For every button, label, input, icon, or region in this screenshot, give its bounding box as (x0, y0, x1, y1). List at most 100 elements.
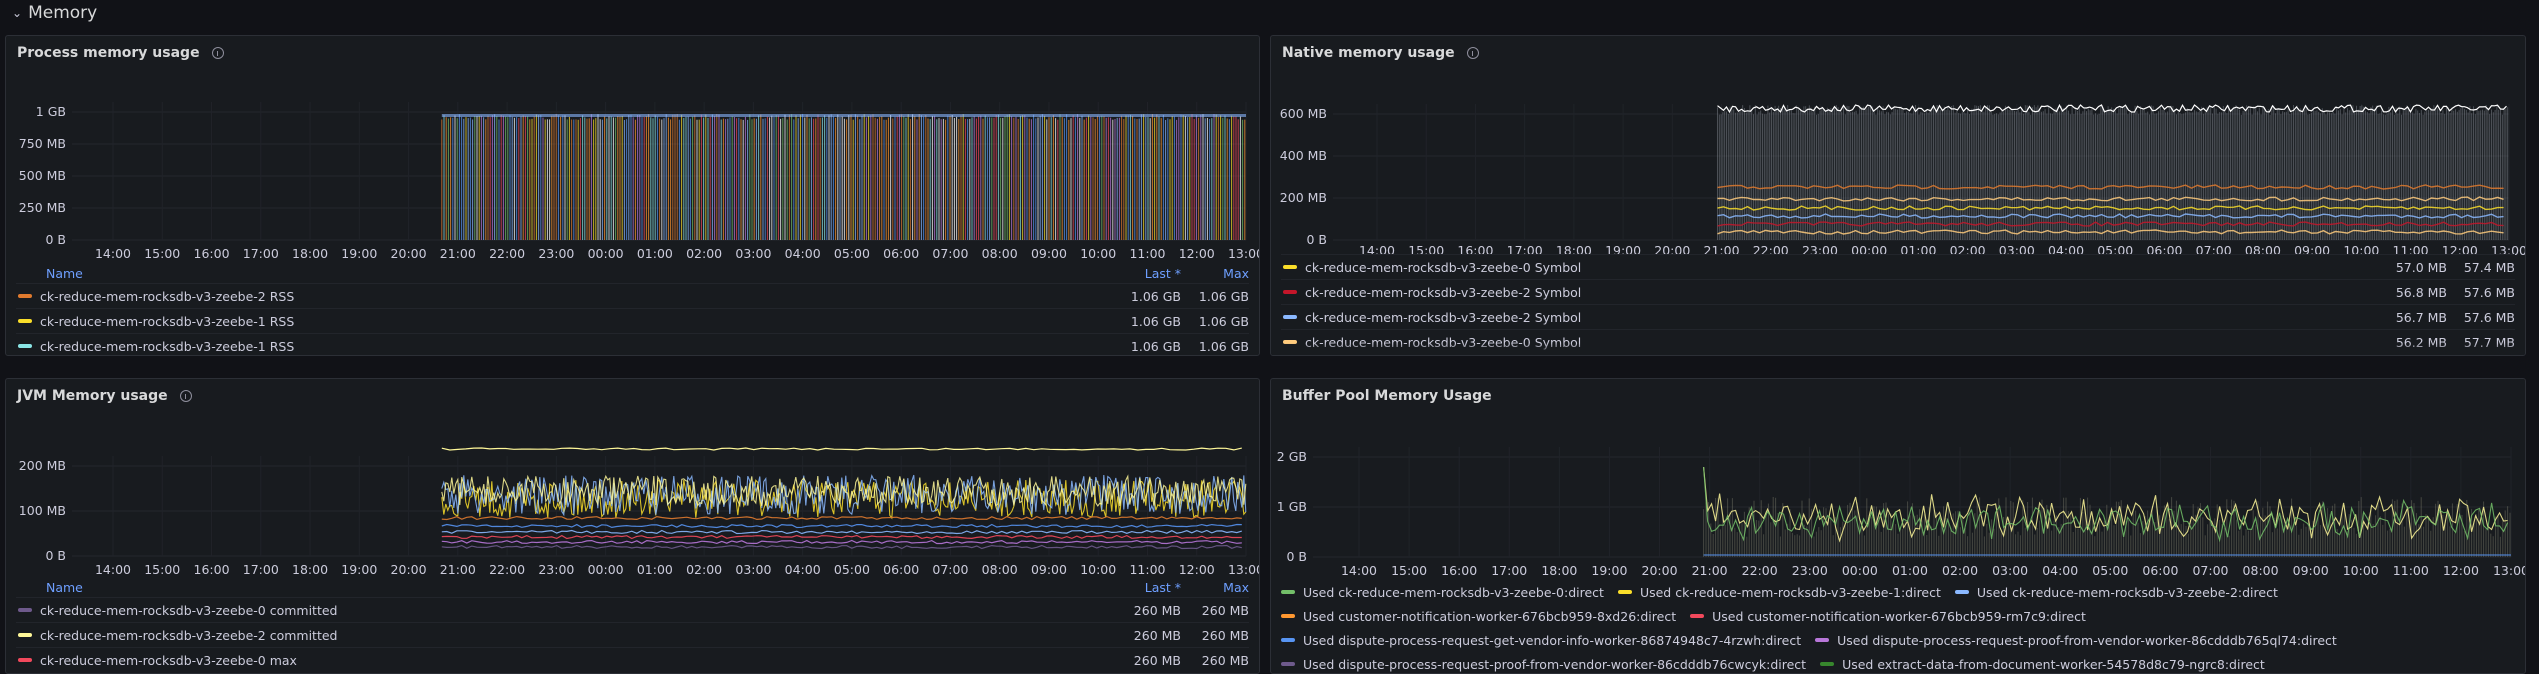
row-header-memory[interactable]: ⌄ Memory (0, 0, 2539, 26)
series-max: 57.6 MB (2463, 284, 2515, 300)
legend-col-name[interactable]: Name (46, 265, 83, 281)
y-tick-label: 200 MB (19, 458, 66, 473)
series-last: 56.7 MB (2395, 309, 2447, 325)
x-tick-label: 08:00 (982, 562, 1018, 577)
series-heap (441, 479, 1247, 520)
y-tick-label: 0 B (45, 232, 66, 247)
legend-row[interactable]: ck-reduce-mem-rocksdb-v3-zeebe-2 committ… (16, 622, 1249, 647)
process-memory-chart[interactable]: 1 GB 750 MB 500 MB 250 MB 0 B 14:00 15:00 16:00… (6, 36, 1260, 266)
legend-col-name[interactable]: Name (46, 579, 83, 595)
panel-process-memory[interactable]: Process memory usage 1 GB 750 MB 500 MB 250… (5, 35, 1260, 356)
series-name: ck-reduce-mem-rocksdb-v3-zeebe-2 RSS (40, 288, 295, 304)
x-tick-label: 11:00 (1129, 246, 1165, 261)
y-tick-label: 2 GB (1277, 449, 1307, 464)
series-name: Used dispute-process-request-proof-from-… (1837, 632, 2337, 648)
series-name: ck-reduce-mem-rocksdb-v3-zeebe-2 Symbol (1305, 284, 1582, 300)
legend-table: ck-reduce-mem-rocksdb-v3-zeebe-0 Symbol 5… (1281, 254, 2515, 354)
x-tick-label: 10:00 (2343, 563, 2379, 578)
panel-buffer-pool-memory[interactable]: Buffer Pool Memory Usage 2 GB 1 GB 0 B 14:0… (1270, 378, 2526, 674)
legend-item[interactable]: Used customer-notification-worker-676bcb… (1690, 607, 2086, 625)
legend-row[interactable]: ck-reduce-mem-rocksdb-v3-zeebe-0 Symbol 5… (1281, 254, 2515, 279)
series-swatch (1690, 614, 1705, 618)
jvm-memory-chart[interactable]: 200 MB 100 MB 0 B 14:00 15:00 16:00 17:00 18:00… (6, 379, 1260, 579)
info-icon[interactable] (1466, 47, 1479, 59)
series-swatch (1283, 290, 1297, 294)
legend-item[interactable]: Used extract-data-from-document-worker-5… (1820, 655, 2265, 673)
legend-row[interactable]: ck-reduce-mem-rocksdb-v3-zeebe-2 Symbol 5… (1281, 279, 2515, 304)
series-swatch (1820, 662, 1835, 666)
info-icon[interactable] (211, 47, 224, 59)
legend-row[interactable]: ck-reduce-mem-rocksdb-v3-zeebe-1 RSS 1.06… (16, 308, 1249, 333)
series-swatch (1283, 265, 1297, 269)
legend-item[interactable]: Used dispute-process-request-proof-from-… (1815, 631, 2337, 649)
info-icon[interactable] (179, 390, 192, 402)
x-tick-label: 21:00 (440, 246, 476, 261)
legend-row[interactable]: ck-reduce-mem-rocksdb-v3-zeebe-0 max 260 … (16, 647, 1249, 672)
legend-row[interactable]: ck-reduce-mem-rocksdb-v3-zeebe-2 Symbol 5… (1281, 304, 2515, 329)
legend-item[interactable]: Used ck-reduce-mem-rocksdb-v3-zeebe-1:di… (1617, 583, 1941, 601)
legend-item[interactable]: Used ck-reduce-mem-rocksdb-v3-zeebe-0:di… (1281, 583, 1604, 601)
series-name: Used ck-reduce-mem-rocksdb-v3-zeebe-0:di… (1303, 584, 1604, 600)
series-swatch (1281, 590, 1295, 594)
legend-item[interactable]: Used customer-notification-worker-676bcb… (1281, 607, 1676, 625)
x-tick-label: 02:00 (686, 246, 722, 261)
y-tick-label: 100 MB (19, 503, 66, 518)
series-band (1717, 221, 2504, 227)
series-name: ck-reduce-mem-rocksdb-v3-zeebe-0 Symbol (1305, 334, 1582, 350)
series-last: 1.06 GB (1130, 313, 1181, 329)
legend-row[interactable]: ck-reduce-mem-rocksdb-v3-zeebe-1 RSS 1.06… (16, 333, 1249, 355)
x-tick-label: 20:00 (391, 246, 427, 261)
series-top (441, 114, 1247, 117)
x-tick-label: 04:00 (2042, 563, 2078, 578)
x-tick-label: 03:00 (1992, 563, 2028, 578)
x-tick-label: 20:00 (391, 562, 427, 577)
legend-row[interactable]: ck-reduce-mem-rocksdb-v3-zeebe-2 RSS 1.06… (16, 283, 1249, 308)
buffer-pool-chart[interactable]: 2 GB 1 GB 0 B 14:00 15:00 16:00 17:00 18:00 19:0… (1271, 379, 2526, 579)
series-last: 1.06 GB (1130, 288, 1181, 304)
legend-item[interactable]: Used dispute-process-request-proof-from-… (1281, 655, 1806, 673)
x-tick-label: 05:00 (834, 246, 870, 261)
x-tick-label: 16:00 (194, 562, 230, 577)
y-tick-label: 250 MB (19, 200, 66, 215)
x-tick-label: 15:00 (144, 562, 180, 577)
legend-row[interactable]: ck-reduce-mem-rocksdb-v3-zeebe-0 Symbol 5… (1281, 329, 2515, 354)
series-total (1717, 103, 2507, 114)
series-band (441, 529, 1242, 535)
x-tick-label: 17:00 (243, 246, 279, 261)
legend-col-last[interactable]: Last * (1144, 265, 1181, 281)
legend-col-max[interactable]: Max (1223, 265, 1249, 281)
y-tick-label: 1 GB (36, 104, 66, 119)
panel-jvm-memory[interactable]: JVM Memory usage 200 MB 100 MB 0 B 14:00 15:… (5, 378, 1260, 674)
x-tick-label: 18:00 (292, 246, 328, 261)
series-swatch (18, 658, 32, 662)
x-tick-label: 04:00 (785, 562, 821, 577)
series-band (1717, 229, 2504, 235)
legend-list: Used ck-reduce-mem-rocksdb-v3-zeebe-0:di… (1281, 583, 2515, 673)
series-name: Used ck-reduce-mem-rocksdb-v3-zeebe-1:di… (1639, 584, 1941, 600)
panel-native-memory[interactable]: Native memory usage 600 MB 400 MB 200 MB 0 … (1270, 35, 2526, 356)
legend-col-max[interactable]: Max (1223, 579, 1249, 595)
chevron-down-icon[interactable]: ⌄ (12, 6, 23, 20)
x-tick-label: 13:00 (1228, 246, 1260, 261)
series-name: ck-reduce-mem-rocksdb-v3-zeebe-0 max (40, 652, 297, 668)
legend-col-last[interactable]: Last * (1144, 579, 1181, 595)
series-swatch (18, 608, 32, 612)
y-tick-label: 200 MB (1280, 190, 1327, 205)
series-last: 56.8 MB (2395, 284, 2447, 300)
x-tick-label: 15:00 (1391, 563, 1427, 578)
x-tick-label: 06:00 (883, 562, 919, 577)
series-max: 57.4 MB (2463, 259, 2515, 275)
x-tick-label: 16:00 (1441, 563, 1477, 578)
x-tick-label: 17:00 (243, 562, 279, 577)
legend-row[interactable]: ck-reduce-mem-rocksdb-v3-zeebe-0 committ… (16, 597, 1249, 622)
series-band (1717, 213, 2504, 219)
series-name: ck-reduce-mem-rocksdb-v3-zeebe-1 RSS (40, 338, 295, 354)
x-tick-label: 13:00 (1228, 562, 1260, 577)
y-tick-label: 0 B (45, 548, 66, 563)
legend-item[interactable]: Used dispute-process-request-get-vendor-… (1281, 631, 1801, 649)
x-tick-label: 16:00 (194, 246, 230, 261)
legend-item[interactable]: Used ck-reduce-mem-rocksdb-v3-zeebe-2:di… (1954, 583, 2278, 601)
x-tick-label: 12:00 (1179, 562, 1215, 577)
panel-title: Buffer Pool Memory Usage (1282, 388, 1492, 404)
